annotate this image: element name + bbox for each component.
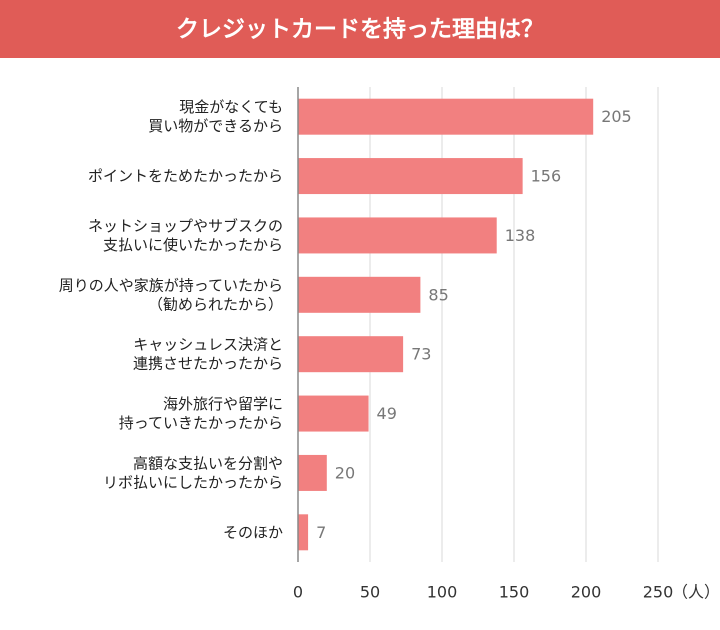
y-tick-label: 現金がなくても買い物ができるから — [148, 98, 283, 135]
y-tick-label: ネットショップやサブスクの支払いに使いたかったから — [88, 216, 283, 253]
value-label: 85 — [428, 285, 448, 304]
x-tick-label: 200 — [571, 583, 602, 602]
y-tick-label: 海外旅行や留学に持っていきたかったから — [119, 395, 283, 432]
bar — [298, 276, 421, 313]
x-tick-label: 50 — [360, 583, 380, 602]
bar — [298, 98, 594, 135]
value-label: 49 — [377, 404, 397, 423]
y-tick-label: キャッシュレス決済と連携させたかったから — [133, 335, 283, 372]
value-label: 73 — [411, 345, 431, 364]
title-band — [0, 0, 720, 58]
bar — [298, 158, 523, 195]
bar — [298, 217, 497, 254]
chart-title: クレジットカードを持った理由は？ — [176, 17, 544, 43]
x-tick-label: 100 — [427, 583, 458, 602]
x-tick-label: 250 — [643, 583, 674, 602]
value-label: 205 — [601, 107, 632, 126]
y-tick-label: 高額な支払いを分割やリボ払いにしたかったから — [103, 454, 283, 491]
x-tick-label: 0 — [293, 583, 303, 602]
value-label: 7 — [316, 523, 326, 542]
bar — [298, 454, 327, 491]
bar — [298, 395, 369, 432]
y-tick-label: そのほか — [223, 523, 283, 541]
value-label: 138 — [505, 226, 536, 245]
x-unit-label: （人） — [672, 583, 720, 602]
y-tick-label: ポイントをためたかったから — [88, 167, 283, 185]
y-tick-label: 周りの人や家族が持っていたから（勧められたから） — [59, 276, 283, 313]
bar — [298, 336, 404, 373]
x-tick-label: 150 — [499, 583, 530, 602]
value-label: 156 — [531, 167, 562, 186]
bar — [298, 514, 309, 551]
value-label: 20 — [335, 463, 355, 482]
